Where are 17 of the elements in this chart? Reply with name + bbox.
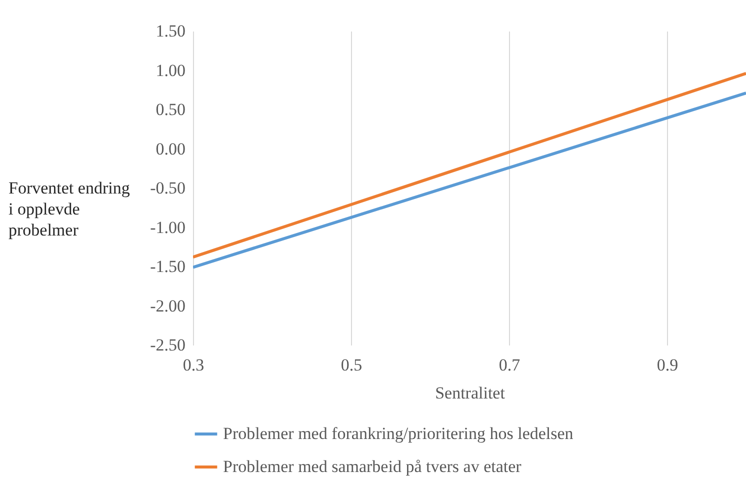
y-tick-label: -1.00 bbox=[150, 218, 186, 237]
legend-label: Problemer med forankring/prioritering hos ledelsen bbox=[223, 424, 574, 443]
y-tick-label: 1.00 bbox=[156, 60, 186, 80]
x-tick-label: 0.9 bbox=[656, 356, 678, 374]
y-tick-label: -2.00 bbox=[150, 296, 186, 316]
y-tick-label: 0.50 bbox=[156, 100, 186, 119]
legend-label: Problemer med samarbeid på tvers av etater bbox=[223, 457, 522, 476]
y-tick-label: 1.50 bbox=[156, 22, 186, 40]
y-tick-label: -2.50 bbox=[150, 336, 186, 354]
x-tick-label: 0.3 bbox=[182, 356, 204, 374]
x-axis-title: Sentralitet bbox=[435, 384, 506, 402]
y-tick-label: 0.00 bbox=[156, 139, 186, 158]
y-tick-label: -1.50 bbox=[150, 257, 186, 276]
x-tick-label: 0.5 bbox=[340, 356, 362, 374]
x-tick-label: 0.7 bbox=[498, 356, 521, 374]
y-tick-label: -0.50 bbox=[150, 178, 186, 198]
y-axis-title: Forventet endring i opplevde probelmer bbox=[8, 178, 130, 240]
